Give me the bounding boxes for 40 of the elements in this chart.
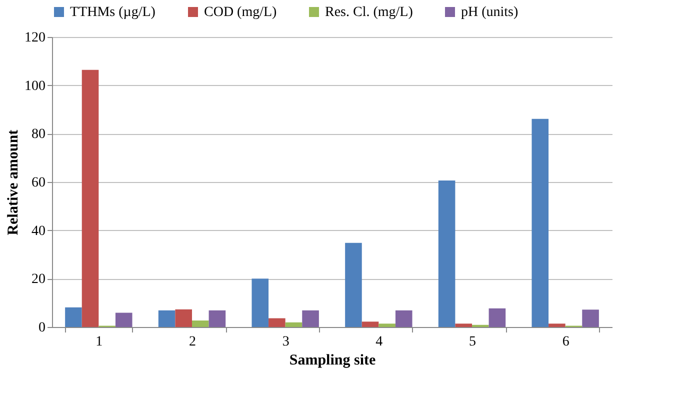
bar	[345, 242, 362, 327]
y-axis-title: Relative amount	[6, 130, 22, 236]
bar	[438, 180, 456, 327]
legend-label: COD (mg/L)	[204, 5, 278, 20]
y-tick-label: 100	[24, 78, 46, 94]
bar	[158, 310, 176, 327]
bar	[175, 309, 192, 327]
bar	[455, 324, 472, 327]
bar	[82, 70, 99, 327]
x-tick-label: 2	[189, 334, 196, 350]
bar	[548, 324, 566, 327]
y-tick-label: 60	[32, 176, 46, 190]
bar	[65, 307, 82, 327]
bar	[285, 322, 302, 327]
x-tick-label: 6	[562, 334, 570, 350]
x-tick-label: 4	[376, 334, 383, 350]
x-tick-label: 3	[282, 334, 290, 350]
bar	[488, 308, 506, 327]
x-tick-label: 5	[469, 334, 476, 350]
legend-label: pH (units)	[461, 5, 518, 20]
bar	[115, 312, 132, 327]
x-axis-title: Sampling site	[289, 352, 376, 368]
x-tick-label: 1	[96, 334, 103, 350]
y-tick-label: 40	[32, 224, 46, 239]
bar	[378, 324, 396, 327]
bar	[268, 318, 286, 327]
legend-label: TTHMs (µg/L)	[70, 5, 156, 20]
y-tick-label: 0	[38, 320, 46, 336]
bar	[362, 322, 379, 327]
bar	[532, 118, 549, 327]
bar	[582, 310, 599, 327]
bar	[302, 310, 319, 327]
y-tick-label: 120	[24, 30, 46, 46]
y-tick-label: 20	[32, 272, 46, 288]
bar	[208, 310, 226, 327]
bar	[252, 278, 269, 327]
bar	[395, 310, 412, 327]
legend-label: Res. Cl. (mg/L)	[325, 5, 414, 20]
y-tick-label: 80	[32, 127, 46, 142]
bar	[192, 320, 209, 327]
